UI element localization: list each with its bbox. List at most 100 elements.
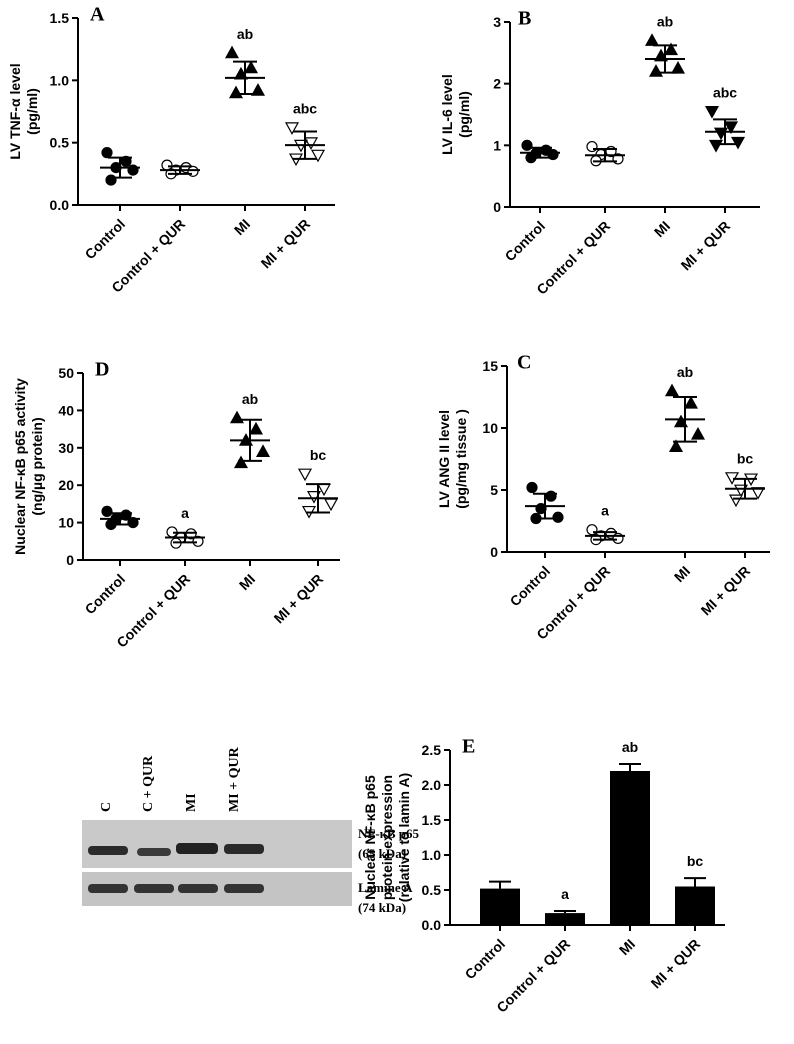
y-tick-label: 1.0	[422, 847, 442, 863]
band-label: (65 kDa)	[358, 846, 406, 861]
point	[229, 410, 245, 424]
point	[750, 487, 766, 500]
annotation: a	[181, 505, 189, 521]
x-tick-label: MI	[231, 216, 253, 238]
blot-strip	[82, 820, 352, 868]
panel-letter: D	[95, 359, 109, 381]
y-tick-label: 1.5	[50, 10, 70, 26]
point	[612, 532, 624, 544]
y-tick-label: 0	[493, 199, 501, 215]
y-axis-label: (pg/ml)	[24, 88, 40, 135]
point	[708, 139, 724, 153]
band	[134, 884, 174, 893]
point	[192, 535, 204, 547]
x-tick-label: Control	[502, 218, 549, 265]
point	[690, 426, 706, 440]
x-tick-label: Control	[82, 216, 129, 263]
x-tick-label: MI	[671, 563, 693, 585]
band	[178, 884, 218, 893]
point	[545, 490, 557, 502]
band-label: NF-κB p65	[358, 826, 420, 841]
point	[187, 165, 199, 177]
y-axis-label: (ng/µg protein)	[29, 417, 45, 515]
x-tick-label: Control	[507, 563, 554, 610]
bar	[610, 771, 650, 925]
x-tick-label: Control	[462, 936, 509, 983]
x-tick-label: MI + QUR	[271, 571, 327, 627]
y-tick-label: 0	[66, 552, 74, 568]
point	[663, 42, 679, 56]
lane-label: MI	[184, 793, 199, 812]
annotation: ab	[622, 739, 638, 755]
y-axis-label: (relative to lamin A)	[396, 773, 412, 902]
point	[316, 483, 332, 497]
point	[644, 33, 660, 46]
annotation: bc	[737, 451, 754, 467]
annotation: abc	[293, 101, 317, 117]
annotation: abc	[713, 84, 737, 100]
y-tick-label: 50	[58, 365, 74, 381]
y-tick-label: 3	[493, 14, 501, 30]
panel-letter: C	[517, 352, 531, 374]
y-tick-label: 1	[493, 137, 501, 153]
y-tick-label: 40	[58, 402, 74, 418]
point	[310, 149, 326, 163]
y-tick-label: 0.0	[50, 197, 70, 213]
band-label: Lamine A	[358, 880, 413, 895]
point	[127, 164, 139, 176]
point	[323, 498, 339, 512]
band	[88, 884, 128, 893]
band	[224, 844, 264, 854]
y-tick-label: 0.5	[50, 135, 70, 151]
point	[586, 524, 598, 536]
point	[243, 60, 259, 74]
point	[101, 147, 113, 159]
x-tick-label: MI + QUR	[648, 936, 704, 992]
annotation: ab	[237, 26, 253, 42]
y-tick-label: 0.5	[422, 882, 442, 898]
annotation: ab	[657, 14, 673, 30]
y-tick-label: 1.5	[422, 812, 442, 828]
y-axis-label: protein expression	[379, 775, 395, 900]
panel-letter: E	[462, 736, 475, 758]
y-axis-label: LV ANG II level	[436, 410, 452, 508]
y-tick-label: 20	[58, 477, 74, 493]
point	[250, 83, 266, 96]
y-tick-label: 0.0	[422, 917, 442, 933]
point	[105, 174, 117, 186]
point	[297, 468, 313, 482]
point	[228, 85, 244, 99]
y-tick-label: 10	[482, 420, 498, 436]
point	[648, 64, 664, 77]
y-tick-label: 2	[493, 76, 501, 92]
y-axis-label: Nuclear NF-κB p65	[362, 775, 378, 900]
y-tick-label: 1.0	[50, 72, 70, 88]
x-tick-label: Control	[82, 571, 129, 618]
point	[303, 137, 319, 150]
point	[233, 455, 249, 469]
band-label: (74 kDa)	[358, 900, 406, 915]
band	[224, 884, 264, 893]
lane-label: C + QUR	[141, 755, 156, 812]
x-tick-label: MI + QUR	[678, 218, 734, 274]
y-axis-label: LV IL-6 level	[439, 74, 455, 155]
y-tick-label: 2.5	[422, 742, 442, 758]
x-tick-label: MI	[651, 218, 673, 240]
y-tick-label: 30	[58, 440, 74, 456]
point	[723, 121, 739, 135]
y-tick-label: 2.0	[422, 777, 442, 793]
lane-label: MI + QUR	[227, 746, 242, 812]
annotation: ab	[242, 391, 258, 407]
point	[683, 395, 699, 409]
x-tick-label: MI	[616, 936, 638, 958]
point	[668, 439, 684, 452]
lane-label: C	[99, 802, 114, 812]
annotation: a	[561, 886, 569, 902]
band	[137, 848, 171, 856]
y-axis-label: (pg/ml)	[456, 91, 472, 138]
y-tick-label: 10	[58, 515, 74, 531]
point	[255, 444, 271, 457]
point	[586, 140, 598, 153]
western-blot	[82, 820, 352, 906]
